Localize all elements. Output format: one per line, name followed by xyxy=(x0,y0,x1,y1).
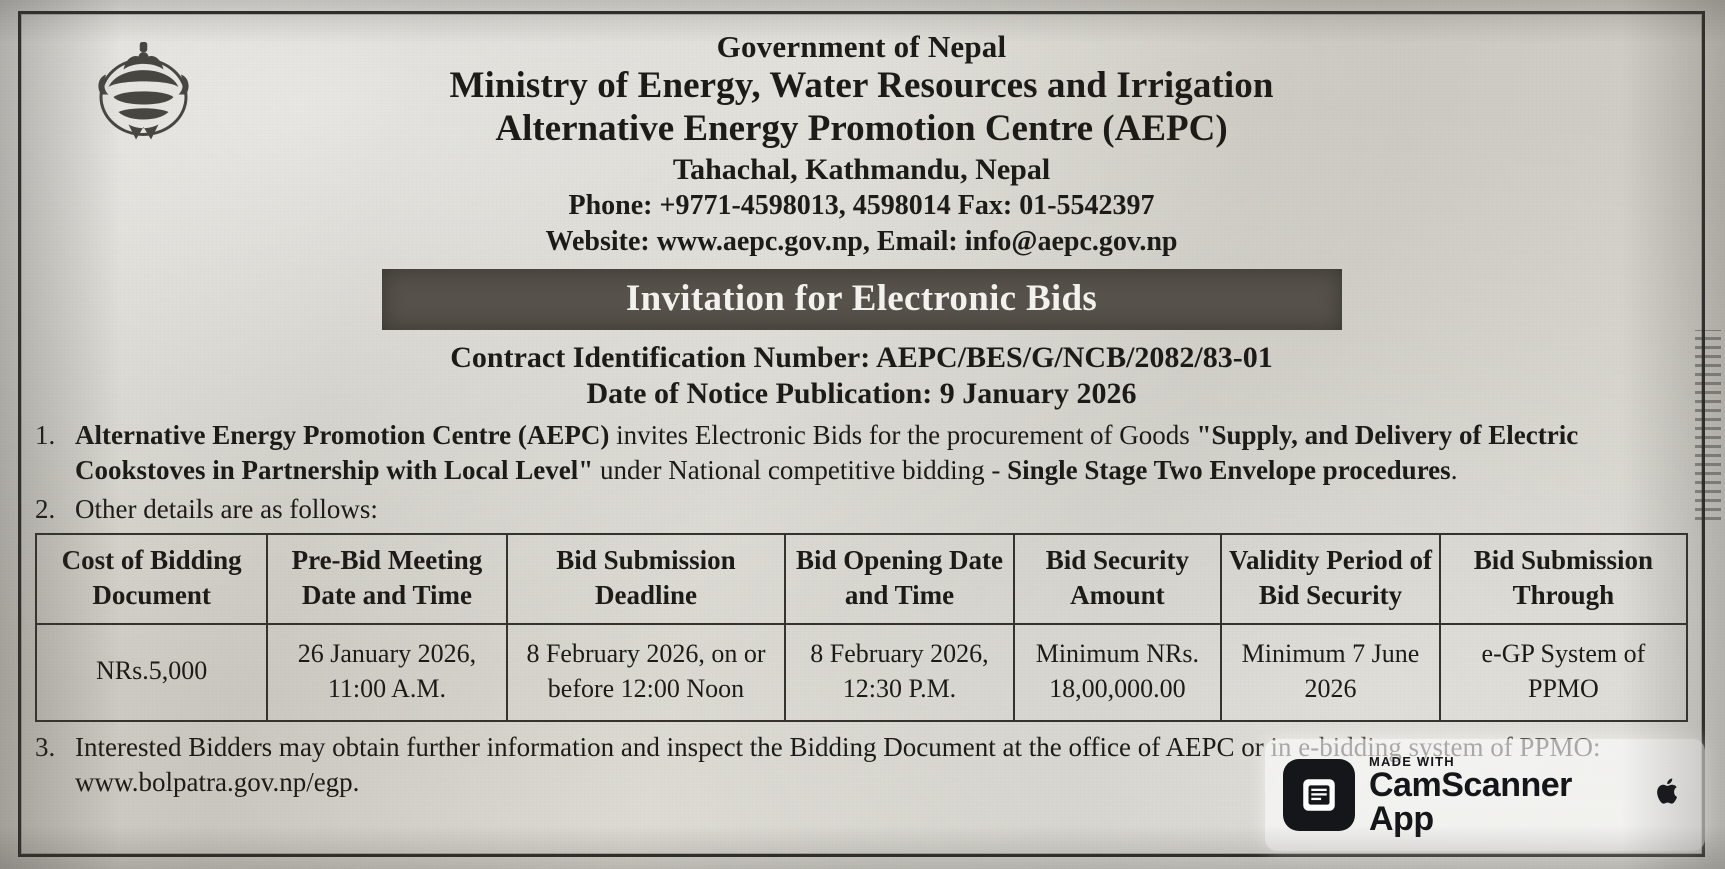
camscanner-watermark: MADE WITH CamScanner App xyxy=(1265,739,1705,851)
cell-bid-opening: 8 February 2026, 12:30 P.M. xyxy=(784,623,1015,722)
cell-cost-of-bidding-document: NRs.5,000 xyxy=(34,623,269,722)
cell-bid-security-amount: Minimum NRs. 18,00,000.00 xyxy=(1012,623,1223,722)
publication-date-line: Date of Notice Publication: 9 January 20… xyxy=(586,376,1137,410)
camscanner-text: MADE WITH CamScanner App xyxy=(1369,755,1572,836)
clause-1-body: Alternative Energy Promotion Centre (AEP… xyxy=(75,418,1696,488)
clause-1: 1. Alternative Energy Promotion Centre (… xyxy=(21,418,1702,488)
organization-line: Alternative Energy Promotion Centre (AEP… xyxy=(495,107,1228,149)
invitation-banner-title: Invitation for Electronic Bids xyxy=(381,268,1342,330)
banner-container: Invitation for Electronic Bids xyxy=(21,268,1702,330)
camscanner-made-with: MADE WITH xyxy=(1369,753,1455,769)
bid-details-table: Cost of Bidding Document Pre-Bid Meeting… xyxy=(34,533,1689,722)
camscanner-app-name: CamScanner xyxy=(1369,765,1572,804)
camscanner-app-word: App xyxy=(1369,799,1434,838)
clause-2-number: 2. xyxy=(35,494,56,524)
header-cost-of-bidding-document: Cost of Bidding Document xyxy=(34,533,269,626)
clause-2-text: Other details are as follows: xyxy=(75,494,378,524)
header-bid-submission-through: Bid Submission Through xyxy=(1438,533,1689,626)
notice-content: Government of Nepal Ministry of Energy, … xyxy=(21,14,1702,854)
clause-1-part-e: Single Stage Two Envelope procedures xyxy=(1007,454,1451,485)
camscanner-icon xyxy=(1283,759,1355,831)
cell-validity-period: Minimum 7 June 2026 xyxy=(1220,623,1441,722)
website-email-line: Website: www.aepc.gov.np, Email: info@ae… xyxy=(545,226,1178,258)
table-header-row: Cost of Bidding Document Pre-Bid Meeting… xyxy=(34,533,1689,626)
clause-3-number: 3. xyxy=(35,731,56,762)
clause-1-part-f: . xyxy=(1450,454,1458,485)
ministry-line: Ministry of Energy, Water Resources and … xyxy=(449,64,1274,106)
contract-identification-line: Contract Identification Number: AEPC/BES… xyxy=(450,340,1273,374)
clause-1-part-b: invites Electronic Bids for the procurem… xyxy=(609,419,1197,450)
cell-pre-bid-meeting: 26 January 2026, 11:00 A.M. xyxy=(266,623,508,722)
clause-1-part-d: under National competitive bidding - xyxy=(593,454,1008,485)
header-pre-bid-meeting: Pre-Bid Meeting Date and Time xyxy=(266,533,508,626)
address-line: Tahachal, Kathmandu, Nepal xyxy=(672,152,1051,186)
clause-1-number: 1. xyxy=(35,419,56,450)
header-bid-submission-deadline: Bid Submission Deadline xyxy=(505,533,787,626)
header-bid-security-amount: Bid Security Amount xyxy=(1012,533,1223,626)
clause-1-part-a: Alternative Energy Promotion Centre (AEP… xyxy=(75,419,610,450)
government-line: Government of Nepal xyxy=(716,29,1007,64)
apple-logo-icon xyxy=(1651,774,1685,817)
header-bid-opening: Bid Opening Date and Time xyxy=(784,533,1015,626)
table-row: NRs.5,000 26 January 2026, 11:00 A.M. 8 … xyxy=(34,623,1689,722)
clause-1-part-c: "Supply, and Delivery of Electric Cookst… xyxy=(75,419,1579,485)
cell-bid-submission-through: e-GP System of PPMO xyxy=(1438,623,1689,722)
header-validity-period: Validity Period of Bid Security xyxy=(1220,533,1441,626)
cell-bid-submission-deadline: 8 February 2026, on or before 12:00 Noon xyxy=(505,623,787,722)
bid-details-table-container: Cost of Bidding Document Pre-Bid Meeting… xyxy=(21,533,1702,722)
nepal-government-emblem-icon xyxy=(81,32,206,157)
phone-fax-line: Phone: +9771-4598013, 4598014 Fax: 01-55… xyxy=(568,190,1155,222)
notice-border-frame: Government of Nepal Ministry of Energy, … xyxy=(18,11,1705,857)
letterhead: Government of Nepal Ministry of Energy, … xyxy=(21,14,1702,261)
clause-2: 2. Other details are as follows: xyxy=(21,492,1702,527)
